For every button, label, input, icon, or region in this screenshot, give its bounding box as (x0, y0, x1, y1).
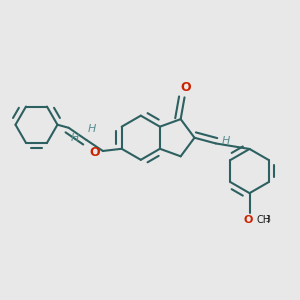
Text: CH: CH (256, 215, 270, 226)
Text: O: O (180, 81, 191, 94)
Text: O: O (244, 214, 253, 224)
Text: H: H (221, 136, 230, 146)
Text: 3: 3 (266, 214, 271, 224)
Text: O: O (89, 146, 100, 159)
Text: H: H (70, 133, 79, 143)
Text: H: H (88, 124, 96, 134)
